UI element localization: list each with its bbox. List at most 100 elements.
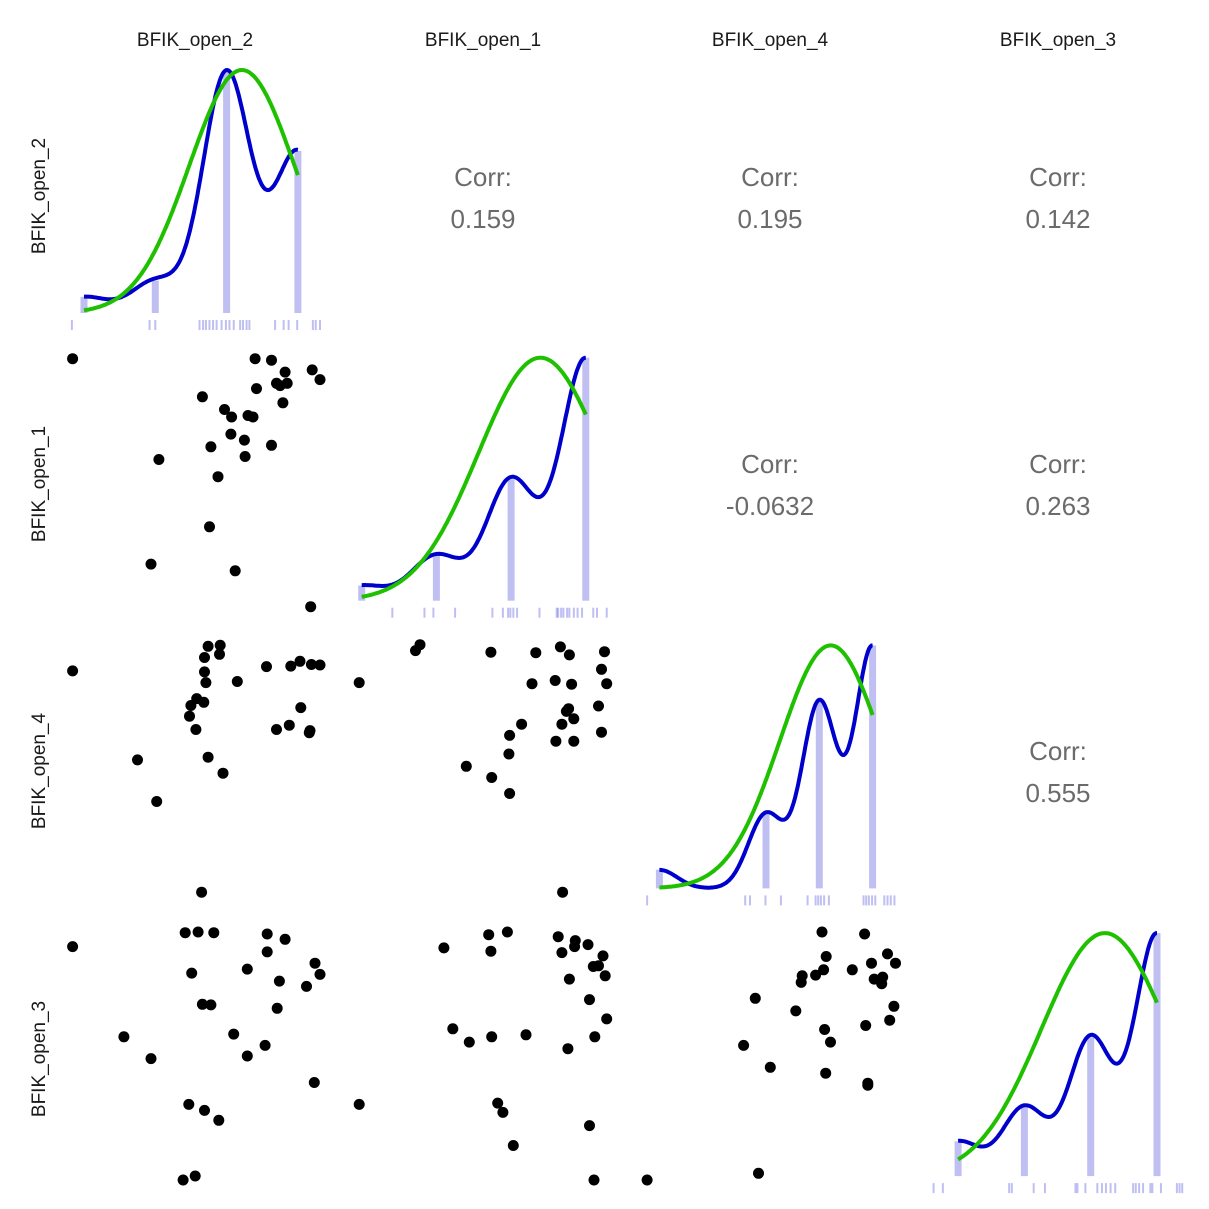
rug-tick [287,320,290,330]
rug-tick [70,320,73,330]
scatter-point [549,675,561,686]
scatter-point [145,558,157,570]
scatter-point [241,963,253,975]
rug-tick [224,320,227,330]
scatter-point [497,1106,509,1118]
scatter-point [753,1167,764,1179]
scatter-point [279,366,291,378]
scatter-point [196,391,208,403]
scatter-point [582,939,594,951]
row-header-0: BFIK_open_2 [29,138,50,254]
rug-tick [883,895,886,906]
histogram-bar [655,869,663,889]
rug-tick [1010,1183,1013,1194]
scatter-point [447,1023,459,1035]
rug-tick [779,895,782,906]
rug-tick [1032,1183,1035,1194]
rug-tick [538,607,541,618]
scatter-point [816,926,828,938]
rug-tick [501,607,504,618]
column-header-2: BFIK_open_4 [712,30,829,51]
corr-value: 0.195 [737,204,802,234]
histogram-bar [1087,1037,1095,1177]
scatter-point [205,999,217,1011]
scatter-panel-3-2 [738,926,901,1179]
rug-tick [1084,1183,1087,1194]
rug-tick [1109,1183,1112,1194]
scatter-point [241,1050,253,1062]
rug-tick [862,895,865,906]
rug-tick [1132,1183,1135,1194]
scatter-panel-2-0 [67,639,365,807]
scatter-point [556,718,568,730]
scatter-point [526,678,538,690]
rug-tick [646,895,649,906]
rug-tick [241,320,244,330]
scatter-point [219,404,230,415]
scatter-point [204,521,215,533]
scatter-point [504,729,516,741]
rug-tick [1008,1183,1011,1194]
scatter-point [217,767,229,779]
scatter-point [501,926,513,938]
scatter-point [795,976,807,988]
scatter-point [271,1002,283,1014]
rug-tick [319,320,322,330]
scatter-point [309,957,321,969]
scatter-point [353,677,365,689]
rug-tick [764,895,767,906]
histogram-bar [358,585,366,601]
rug-tick [596,607,599,618]
scatter-point [190,724,202,735]
rug-tick [744,895,747,906]
scatter-point [305,659,317,670]
histogram-bar [507,479,515,601]
scatter-point [562,1043,574,1055]
rug-tick [212,320,215,330]
scatter-point [151,796,163,807]
scatter-point [301,980,312,992]
scatter-point [179,927,191,939]
scatter-point [819,1024,831,1035]
diagonal-panel-0 [70,67,322,330]
rug-tick [239,320,242,330]
scatter-point [504,788,516,799]
scatter-point [866,957,877,969]
rug-tick [605,607,608,618]
scatter-point [186,967,198,979]
scatter-point [485,945,497,957]
rug-tick [827,895,830,906]
correlation-panels: Corr: 0.159 Corr: 0.195 Corr: 0.142 Corr… [450,162,1090,808]
rug-tick [893,895,896,906]
density-curve [84,67,299,302]
rug-tick [202,320,205,330]
corr-panel-2-3: Corr: 0.555 [1025,736,1090,808]
rug-tick [1175,1183,1178,1194]
rug-tick [1149,1183,1152,1194]
scatter-point [738,1039,750,1051]
rug-tick [814,895,817,906]
rug-tick [1076,1183,1079,1194]
scatter-point [593,960,604,972]
scatter-point [283,719,295,731]
corr-panel-1-3: Corr: 0.263 [1025,449,1090,521]
scatter-point [860,1020,872,1031]
scatter-point [153,454,165,465]
scatter-point [239,451,251,462]
scatter-point [202,751,214,763]
rug-tick [932,1183,935,1194]
rug-tick [823,895,826,906]
scatter-point [308,1077,320,1088]
corr-label: Corr: [1029,736,1087,766]
scatter-point [189,1170,201,1182]
rug-tick [248,320,251,330]
corr-label: Corr: [454,162,512,192]
scatter-point [251,383,262,395]
scatter-point [261,928,273,940]
scatter-point [890,957,901,969]
rug-tick [232,320,235,330]
rug-tick [198,320,201,330]
rug-tick [581,607,584,618]
scatter-point [228,1028,240,1040]
scatter-point [198,696,210,708]
